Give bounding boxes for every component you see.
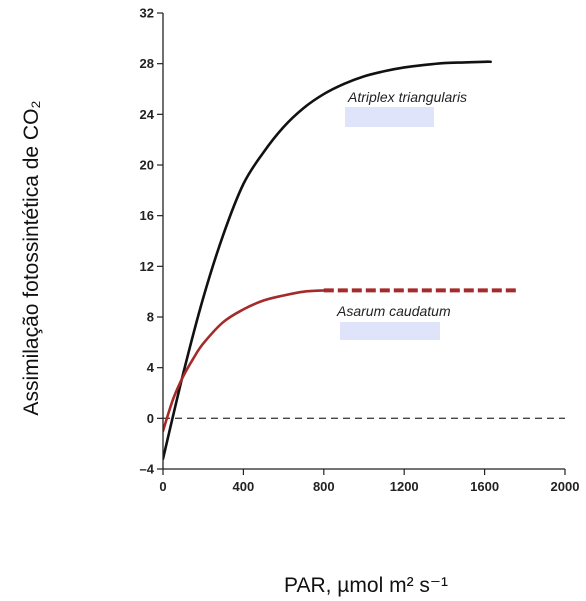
x-tick-label: 2000 <box>551 479 580 494</box>
series-label-atriplex: Atriplex triangularis <box>347 89 467 105</box>
y-axis-title: Assimilação fotossintética de CO₂ <box>20 100 43 415</box>
y-tick-label: 8 <box>147 310 154 325</box>
x-tick-label: 0 <box>159 479 166 494</box>
atriplex-label-highlight <box>345 107 434 127</box>
y-tick-label: 20 <box>140 158 154 173</box>
x-tick-label: 800 <box>313 479 335 494</box>
x-axis-title: PAR, µmol m² s⁻¹ <box>284 574 448 597</box>
series-line-0 <box>163 60 492 461</box>
x-tick-label: 400 <box>233 479 255 494</box>
series-line-1 <box>163 289 326 433</box>
y-tick-label: 28 <box>140 56 154 71</box>
y-tick-label: –4 <box>140 462 155 477</box>
y-tick-label: 12 <box>140 259 154 274</box>
series-layer <box>163 60 517 461</box>
y-tick-label: 24 <box>140 107 155 122</box>
axes <box>162 13 565 470</box>
tick-labels: –4 0 4 8 12 16 20 24 28 32 0 400 800 1200 1600 2000 <box>140 6 580 495</box>
y-tick-label: 4 <box>147 360 155 375</box>
y-tick-label: 32 <box>140 6 154 21</box>
y-tick-label: 0 <box>147 411 154 426</box>
x-tick-label: 1600 <box>470 479 499 494</box>
label-highlights <box>340 107 440 340</box>
series-labels: Atriplex triangularis Asarum caudatum <box>336 89 467 319</box>
asarum-label-highlight <box>340 322 440 340</box>
y-tick-label: 16 <box>140 208 154 223</box>
x-tick-label: 1200 <box>390 479 419 494</box>
series-label-asarum: Asarum caudatum <box>336 303 451 319</box>
